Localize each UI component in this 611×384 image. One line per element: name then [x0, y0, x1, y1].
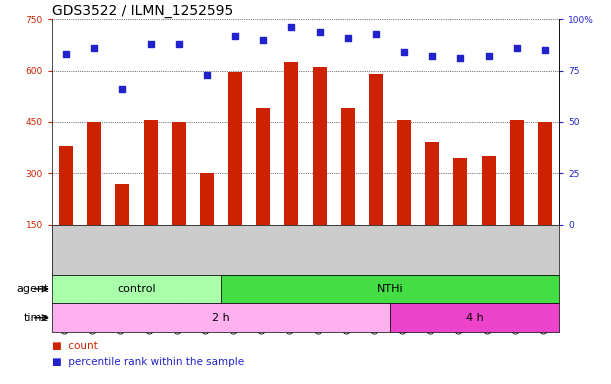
- Point: [371, 30, 381, 36]
- Bar: [369, 74, 383, 276]
- Text: ■  percentile rank within the sample: ■ percentile rank within the sample: [52, 357, 244, 367]
- Bar: [538, 122, 552, 276]
- Text: ■  count: ■ count: [52, 341, 98, 351]
- Bar: [284, 62, 298, 276]
- Point: [343, 35, 353, 41]
- Point: [512, 45, 522, 51]
- Bar: [481, 156, 496, 276]
- Text: agent: agent: [16, 284, 49, 294]
- Text: control: control: [117, 284, 156, 294]
- Text: 2 h: 2 h: [212, 313, 230, 323]
- Bar: [200, 173, 214, 276]
- Text: 4 h: 4 h: [466, 313, 483, 323]
- Bar: [87, 122, 101, 276]
- Bar: [397, 120, 411, 276]
- Point: [399, 49, 409, 55]
- Bar: [256, 108, 270, 276]
- Bar: [341, 108, 355, 276]
- Text: time: time: [24, 313, 49, 323]
- Bar: [313, 67, 327, 276]
- Bar: [221, 275, 559, 303]
- Point: [456, 55, 466, 61]
- Point: [117, 86, 127, 92]
- Point: [61, 51, 71, 57]
- Bar: [115, 184, 130, 276]
- Bar: [52, 275, 221, 303]
- Text: GDS3522 / ILMN_1252595: GDS3522 / ILMN_1252595: [52, 4, 233, 18]
- Point: [315, 28, 324, 35]
- Bar: [172, 122, 186, 276]
- Point: [174, 41, 184, 47]
- Point: [428, 53, 437, 59]
- Point: [540, 47, 550, 53]
- Point: [145, 41, 155, 47]
- Text: NTHi: NTHi: [377, 284, 403, 294]
- Point: [89, 45, 99, 51]
- Point: [287, 24, 296, 30]
- Point: [202, 71, 212, 78]
- Bar: [228, 72, 242, 276]
- Bar: [425, 142, 439, 276]
- Bar: [453, 158, 467, 276]
- Bar: [144, 120, 158, 276]
- Point: [484, 53, 494, 59]
- Bar: [59, 146, 73, 276]
- Point: [230, 33, 240, 39]
- Bar: [510, 120, 524, 276]
- Bar: [390, 303, 559, 332]
- Point: [258, 37, 268, 43]
- Bar: [52, 303, 390, 332]
